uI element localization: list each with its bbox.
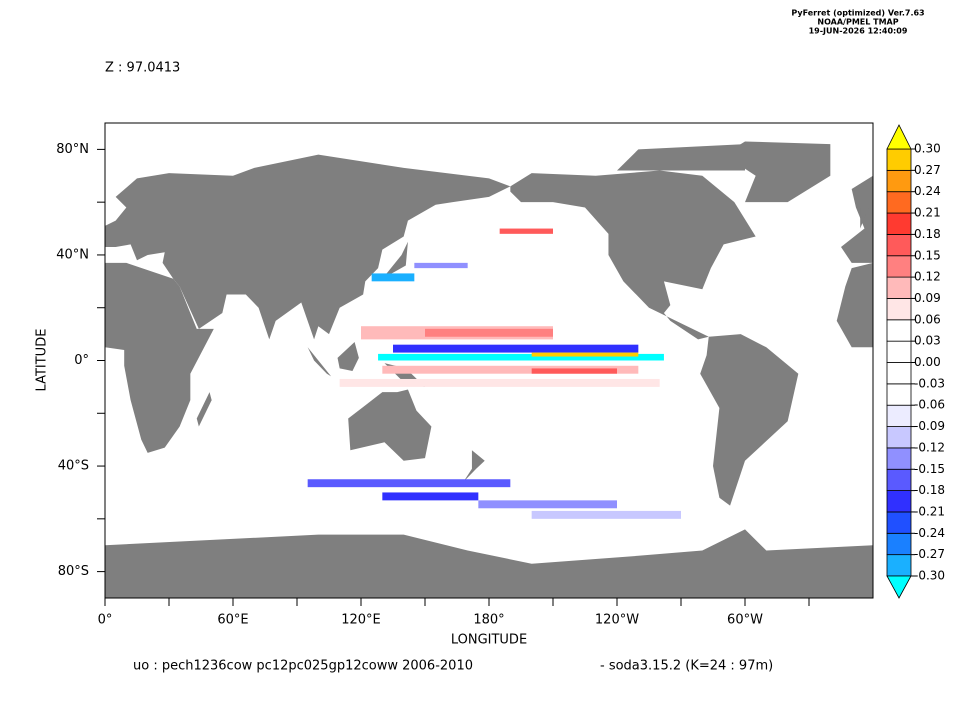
colorbar-label: -0.09 bbox=[914, 419, 945, 433]
footer-text: - soda3.15.2 (K=24 : 97m) bbox=[600, 659, 773, 674]
colorbar-label: 0.18 bbox=[914, 227, 941, 241]
colorbar-label: -0.24 bbox=[914, 526, 945, 540]
landmass bbox=[723, 141, 831, 203]
landmass bbox=[105, 262, 214, 453]
y-axis-label: LATITUDE bbox=[35, 329, 50, 392]
colorbar-label: 0.15 bbox=[914, 248, 941, 262]
colorbar-label: 0.30 bbox=[914, 142, 941, 156]
colorbar-box bbox=[886, 511, 912, 534]
current-feature bbox=[378, 353, 664, 361]
current-feature bbox=[425, 328, 553, 337]
colorbar-label: 0.24 bbox=[914, 184, 941, 198]
x-tick-label: 0° bbox=[98, 613, 113, 628]
header-line: NOAA/PMEL TMAP bbox=[817, 18, 898, 27]
colorbar-label: -0.18 bbox=[914, 483, 945, 497]
current-field bbox=[307, 228, 681, 519]
colorbar-label: -0.21 bbox=[914, 504, 945, 518]
colorbar-label: 0.03 bbox=[914, 334, 941, 348]
y-tick-label: 80°S bbox=[58, 564, 89, 579]
colorbar-label: 0.12 bbox=[914, 270, 941, 284]
current-feature bbox=[393, 344, 639, 353]
y-tick-label: 80°N bbox=[56, 142, 89, 157]
colorbar-label: 0.21 bbox=[914, 206, 941, 220]
current-feature bbox=[382, 365, 639, 374]
current-feature bbox=[531, 368, 617, 374]
colorbar-box bbox=[886, 255, 912, 278]
colorbar-box bbox=[886, 233, 912, 257]
current-feature bbox=[531, 352, 639, 357]
header-line: 19-JUN-2026 12:40:09 bbox=[809, 27, 908, 36]
colorbar-label: -0.06 bbox=[914, 398, 945, 412]
colorbar-label: -0.15 bbox=[914, 462, 945, 476]
landmass bbox=[382, 241, 408, 279]
colorbar-label: 0.06 bbox=[914, 312, 941, 326]
landmass bbox=[860, 207, 869, 229]
x-axis-label: LONGITUDE bbox=[451, 633, 527, 648]
landmass bbox=[463, 450, 485, 482]
current-feature bbox=[478, 500, 617, 509]
current-feature bbox=[339, 378, 660, 387]
colorbar-box bbox=[886, 148, 912, 171]
colorbar-box bbox=[886, 169, 912, 193]
colorbar-label: -0.12 bbox=[914, 440, 945, 454]
y-tick-label: 0° bbox=[74, 353, 89, 368]
colorbar-box bbox=[886, 191, 912, 214]
current-feature bbox=[382, 492, 479, 501]
x-tick-label: 180° bbox=[473, 613, 504, 628]
x-tick-label: 60°W bbox=[727, 613, 763, 628]
colorbar-label: 0.00 bbox=[914, 355, 941, 369]
current-feature bbox=[371, 273, 415, 282]
current-feature bbox=[307, 479, 511, 488]
landmass bbox=[196, 392, 212, 427]
x-tick-label: 120°W bbox=[595, 613, 639, 628]
colorbar-box bbox=[886, 212, 912, 235]
landmass bbox=[105, 529, 873, 598]
x-tick-label: 120°E bbox=[341, 613, 381, 628]
colorbar-label: 0.09 bbox=[914, 291, 941, 305]
colorbar-box bbox=[886, 298, 912, 321]
colorbar-label: 0.27 bbox=[914, 163, 941, 177]
y-tick-label: 40°S bbox=[58, 459, 89, 474]
colorbar-box bbox=[886, 468, 912, 492]
colorbar-label: -0.03 bbox=[914, 376, 945, 390]
colorbar-box bbox=[886, 276, 912, 299]
landmass bbox=[510, 170, 756, 340]
colorbar-box bbox=[886, 532, 912, 556]
colorbar-label: -0.30 bbox=[914, 569, 945, 583]
colorbar-box bbox=[886, 404, 912, 427]
landmass bbox=[105, 154, 511, 340]
colorbar-box bbox=[886, 319, 912, 342]
colorbar-box bbox=[886, 426, 912, 449]
colorbar-label: -0.27 bbox=[914, 547, 945, 561]
y-tick-label: 40°N bbox=[56, 247, 89, 262]
current-feature bbox=[531, 510, 681, 519]
landmass bbox=[337, 342, 359, 372]
colorbar-box bbox=[886, 554, 912, 577]
z-label: Z : 97.0413 bbox=[105, 61, 180, 76]
land bbox=[105, 141, 873, 598]
landmass bbox=[836, 262, 873, 348]
colorbar-box bbox=[886, 490, 912, 513]
colorbar-box bbox=[886, 340, 912, 363]
current-feature bbox=[414, 262, 468, 269]
colorbar-box bbox=[886, 362, 912, 385]
colorbar-over bbox=[886, 124, 912, 150]
landmass bbox=[841, 175, 873, 263]
footer-text: uo : pech1236cow pc12pc025gp12coww 2006-… bbox=[133, 659, 473, 674]
colorbar-box bbox=[886, 447, 912, 470]
x-tick-label: 60°E bbox=[217, 613, 248, 628]
colorbar-box bbox=[886, 383, 912, 406]
current-feature bbox=[499, 228, 553, 234]
landmass bbox=[348, 389, 432, 461]
landmass bbox=[307, 347, 332, 377]
header-line: PyFerret (optimized) Ver.7.63 bbox=[791, 9, 924, 18]
landmass bbox=[617, 144, 745, 171]
landmass bbox=[700, 334, 799, 506]
colorbar-under bbox=[886, 575, 912, 599]
